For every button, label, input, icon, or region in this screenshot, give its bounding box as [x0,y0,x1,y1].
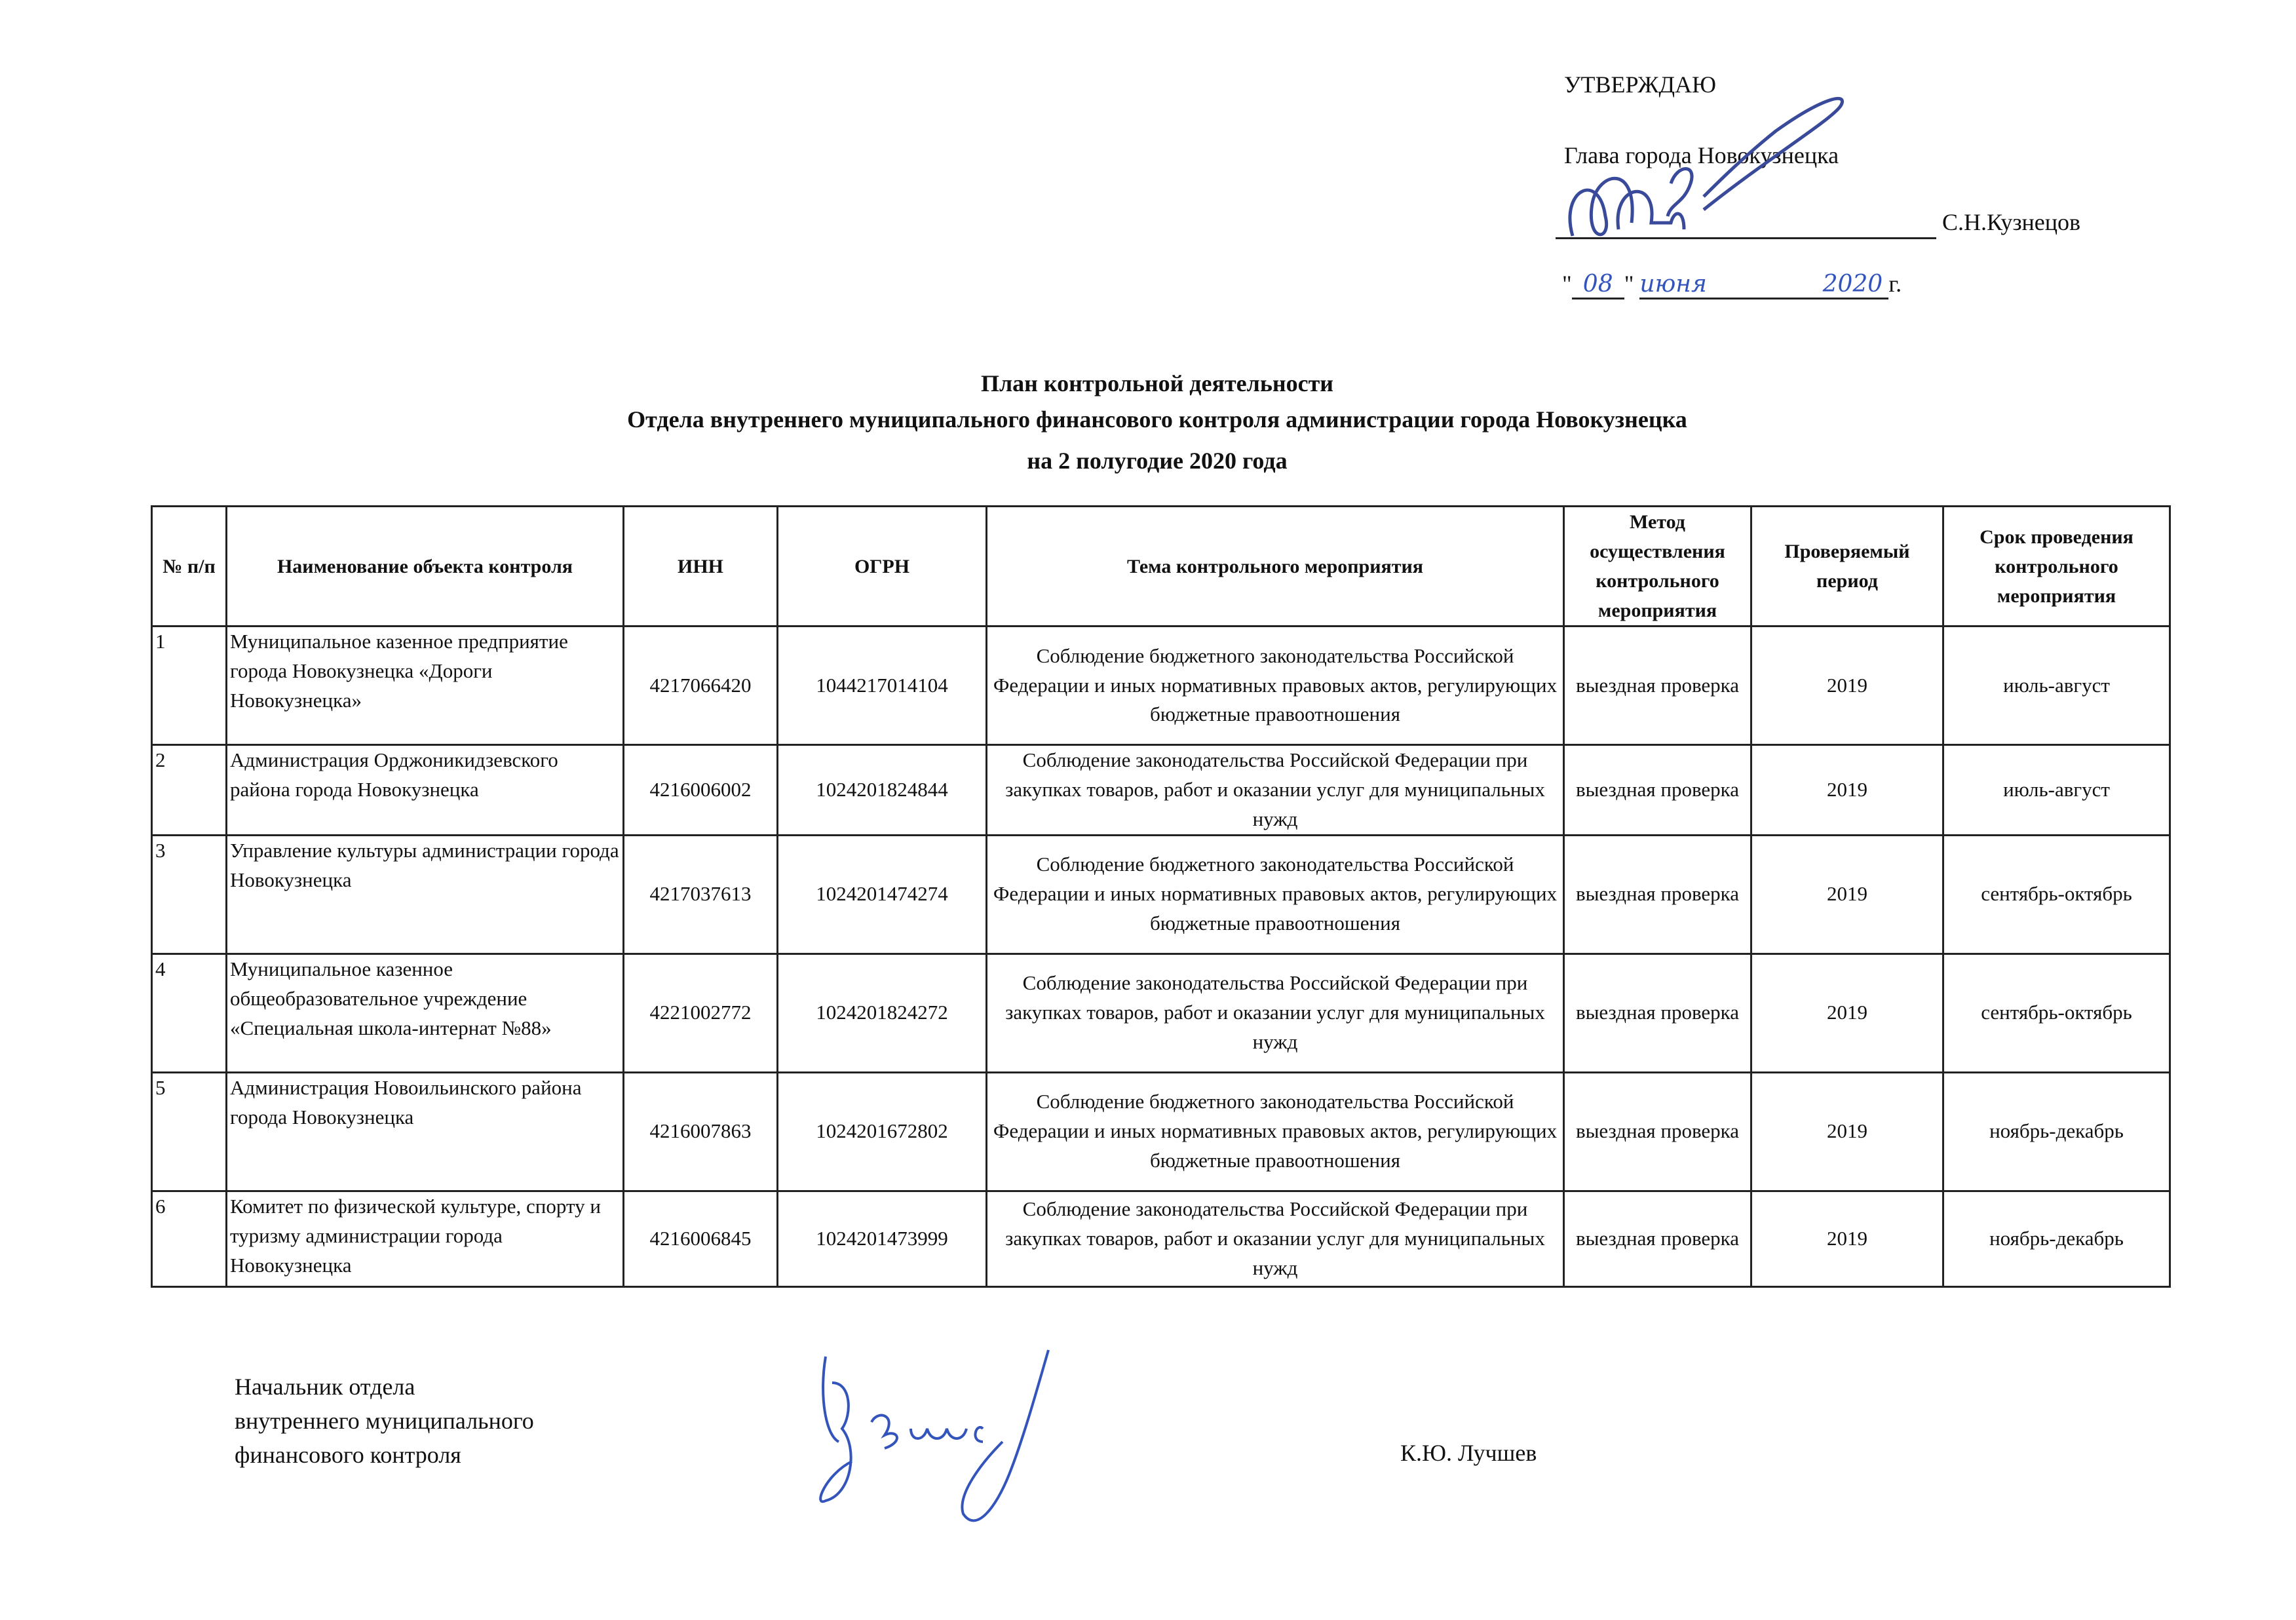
cell-topic: Соблюдение бюджетного законодательства Р… [985,625,1565,746]
approver-name: С.Н.Кузнецов [1942,209,2081,235]
cell-method: выездная проверка [1563,625,1752,746]
cell-ogrn: 1044217014104 [776,625,987,746]
cell-term: июль-август [1942,625,2171,746]
date-day: 08 [1571,271,1624,299]
document-title-line3: на 2 полугодие 2020 года [1027,448,1288,474]
cell-period: 2019 [1750,1189,1944,1288]
cell-inn: 4216006845 [622,1189,778,1288]
cell-term: ноябрь-декабрь [1942,1071,2171,1192]
cell-object-name: Администрация Орджоникидзевского района … [225,744,624,836]
cell-inn: 4221002772 [622,952,778,1073]
cell-topic: Соблюдение законодательства Российской Ф… [985,952,1565,1073]
cell-inn: 4216006002 [622,744,778,836]
cell-period: 2019 [1750,744,1944,836]
cell-inn: 4216007863 [622,1071,778,1192]
cell-period: 2019 [1750,952,1944,1073]
cell-topic: Соблюдение бюджетного законодательства Р… [985,1071,1565,1192]
control-plan-table: № п/п Наименование объекта контроля ИНН … [151,505,2171,1288]
approver-position: Глава города Новокузнецка [1564,142,1839,168]
cell-ogrn: 1024201474274 [776,834,987,955]
cell-term: сентябрь-октябрь [1942,834,2171,955]
header-method: Метод осуществления контрольного меропри… [1563,505,1752,627]
header-term: Срок проведения контрольного мероприятия [1942,505,2171,627]
date-month: июня [1639,271,1817,299]
cell-method: выездная проверка [1563,1189,1752,1288]
cell-topic: Соблюдение законодательства Российской Ф… [985,744,1565,836]
date-year: 2020 [1816,271,1889,299]
footer-name: К.Ю. Лучшев [1400,1440,1537,1466]
cell-method: выездная проверка [1563,744,1752,836]
cell-object-name: Управление культуры администрации города… [225,834,624,955]
cell-term: июль-август [1942,744,2171,836]
cell-term: сентябрь-октябрь [1942,952,2171,1073]
cell-row-number: 6 [151,1189,227,1288]
document-title-line1: План контрольной деятельности [980,370,1334,396]
footer-position-line3: финансового контроля [235,1442,461,1468]
table-row: 5 Администрация Новоильинского района гор… [151,1071,2171,1192]
cell-period: 2019 [1750,625,1944,746]
header-ogrn: ОГРН [776,505,987,627]
header-period: Проверяемый период [1750,505,1944,627]
approver-signature-line [1556,237,1936,239]
date-suffix: г. [1888,271,1902,297]
cell-period: 2019 [1750,834,1944,955]
cell-ogrn: 1024201672802 [776,1071,987,1192]
head-signature [819,1349,1050,1522]
cell-method: выездная проверка [1563,834,1752,955]
table-header-row: № п/п Наименование объекта контроля ИНН … [151,505,2171,627]
cell-row-number: 2 [151,744,227,836]
cell-inn: 4217037613 [622,834,778,955]
cell-topic: Соблюдение бюджетного законодательства Р… [985,834,1565,955]
document-title-line2: Отдела внутреннего муниципального финанс… [627,406,1687,433]
cell-period: 2019 [1750,1071,1944,1192]
header-inn: ИНН [622,505,778,627]
footer-position-line2: внутреннего муниципального [235,1408,534,1434]
cell-object-name: Администрация Новоильинского района горо… [225,1071,624,1192]
approver-signature [1568,96,1844,237]
cell-topic: Соблюдение законодательства Российской Ф… [985,1189,1565,1288]
table-row: 2 Администрация Орджоникидзевского района… [151,744,2171,836]
cell-inn: 4217066420 [622,625,778,746]
cell-row-number: 3 [151,834,227,955]
table-row: 1 Муниципальное казенное предприятие горо… [151,625,2171,746]
cell-ogrn: 1024201473999 [776,1189,987,1288]
approve-label: УТВЕРЖДАЮ [1564,71,1717,98]
table-row: 4 Муниципальное казенное общеобразователь… [151,952,2171,1073]
cell-object-name: Муниципальное казенное общеобразовательн… [225,952,624,1073]
cell-method: выездная проверка [1563,1071,1752,1192]
cell-object-name: Комитет по физической культуре, спорту и… [225,1189,624,1288]
cell-method: выездная проверка [1563,952,1752,1073]
cell-term: ноябрь-декабрь [1942,1189,2171,1288]
footer-position: Начальник отдела внутреннего муниципальн… [235,1370,534,1472]
table-row: 6 Комитет по физической культуре, спорту … [151,1189,2171,1288]
date-close-quote: " [1624,271,1634,297]
cell-object-name: Муниципальное казенное предприятие город… [225,625,624,746]
cell-row-number: 5 [151,1071,227,1192]
approval-date: " 08 " июня 2020 г. [1562,270,1902,299]
cell-row-number: 4 [151,952,227,1073]
table-row: 3 Управление культуры администрации город… [151,834,2171,955]
header-object-name: Наименование объекта контроля [225,505,624,627]
cell-row-number: 1 [151,625,227,746]
cell-ogrn: 1024201824844 [776,744,987,836]
header-topic: Тема контрольного мероприятия [985,505,1565,627]
header-number: № п/п [151,505,227,627]
date-open-quote: " [1562,271,1572,297]
cell-ogrn: 1024201824272 [776,952,987,1073]
footer-position-line1: Начальник отдела [235,1374,415,1400]
